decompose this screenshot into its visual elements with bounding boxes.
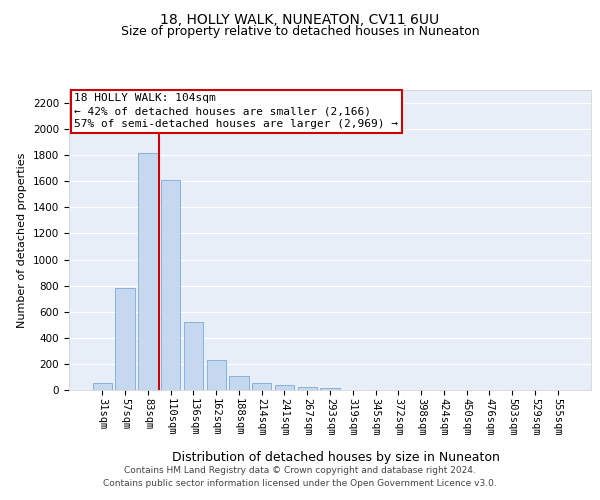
- Bar: [229, 376, 248, 390]
- Text: 18, HOLLY WALK, NUNEATON, CV11 6UU: 18, HOLLY WALK, NUNEATON, CV11 6UU: [160, 12, 440, 26]
- Text: Distribution of detached houses by size in Nuneaton: Distribution of detached houses by size …: [172, 451, 500, 464]
- Bar: [206, 360, 226, 390]
- Bar: [320, 388, 340, 390]
- Bar: [252, 383, 271, 390]
- Bar: [275, 385, 294, 390]
- Bar: [161, 180, 181, 390]
- Text: Size of property relative to detached houses in Nuneaton: Size of property relative to detached ho…: [121, 25, 479, 38]
- Bar: [298, 388, 317, 390]
- Bar: [184, 322, 203, 390]
- Bar: [138, 152, 158, 390]
- Text: Contains HM Land Registry data © Crown copyright and database right 2024.
Contai: Contains HM Land Registry data © Crown c…: [103, 466, 497, 487]
- Bar: [93, 384, 112, 390]
- Bar: [115, 288, 135, 390]
- Text: 18 HOLLY WALK: 104sqm
← 42% of detached houses are smaller (2,166)
57% of semi-d: 18 HOLLY WALK: 104sqm ← 42% of detached …: [74, 93, 398, 130]
- Y-axis label: Number of detached properties: Number of detached properties: [17, 152, 28, 328]
